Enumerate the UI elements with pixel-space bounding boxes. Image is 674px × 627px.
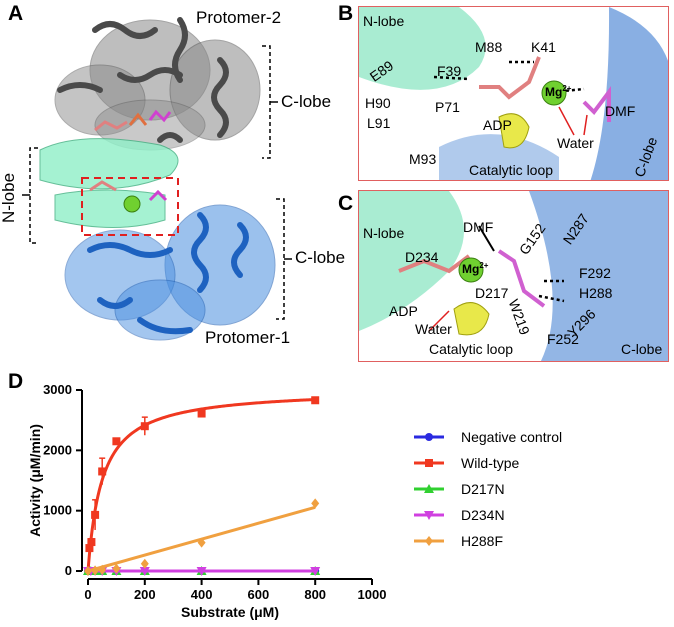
c-label-d217: D217 xyxy=(475,285,509,301)
data-point xyxy=(311,498,320,509)
c-label-dmf: DMF xyxy=(463,219,494,235)
y-tick-label: 3000 xyxy=(43,382,72,397)
chart-axes: 0 200 400 600 800 1000 0 1000 2000 3000 Substrate … xyxy=(27,382,386,620)
legend-marker xyxy=(425,536,433,546)
legend-label: D217N xyxy=(461,481,505,497)
data-point xyxy=(197,537,206,548)
protein-structure-a xyxy=(22,17,292,341)
b-label-catalytic-loop: Catalytic loop xyxy=(469,162,554,178)
data-point xyxy=(98,564,107,575)
legend-marker xyxy=(424,484,434,493)
legend-marker xyxy=(425,459,433,467)
b-label-p71: P71 xyxy=(435,99,460,115)
data-point xyxy=(112,563,121,574)
data-point xyxy=(87,538,96,547)
x-tick-label: 800 xyxy=(304,587,326,602)
fit-line xyxy=(86,398,316,572)
label-protomer-2: Protomer-2 xyxy=(196,8,282,27)
x-tick-label: 400 xyxy=(191,587,213,602)
b-label-k41: K41 xyxy=(531,39,556,55)
panel-letter-d: D xyxy=(8,370,24,393)
activity-chart: 0 200 400 600 800 1000 0 1000 2000 3000 Substrate … xyxy=(27,382,562,620)
data-point xyxy=(85,544,94,553)
c-label-c-lobe: C-lobe xyxy=(621,341,663,357)
c-label-adp: ADP xyxy=(389,303,418,319)
y-tick-label: 2000 xyxy=(43,442,72,457)
x-tick-label: 600 xyxy=(248,587,270,602)
c-label-d234: D234 xyxy=(405,249,439,265)
b-label-adp: ADP xyxy=(483,117,512,133)
x-tick-label: 0 xyxy=(84,587,91,602)
data-point xyxy=(140,558,149,569)
chart-marks xyxy=(83,396,321,576)
b-label-dmf: DMF xyxy=(605,103,636,119)
panel-letter-a: A xyxy=(8,2,24,25)
b-label-m93: M93 xyxy=(409,151,437,167)
data-point xyxy=(311,396,320,405)
data-point xyxy=(197,409,206,418)
label-n-lobe-a: N-lobe xyxy=(0,172,19,224)
c-label-n-lobe: N-lobe xyxy=(363,225,405,241)
legend-label: Wild-type xyxy=(461,455,520,471)
b-label-h90: H90 xyxy=(365,95,391,111)
data-point xyxy=(310,567,321,576)
x-axis-label: Substrate (μM) xyxy=(181,604,279,620)
y-tick-label: 0 xyxy=(65,563,72,578)
c-label-catalytic-loop: Catalytic loop xyxy=(429,341,514,357)
chart-legend: Negative control Wild-type D217N D234N H288F xyxy=(414,429,562,549)
c-label-f252: F252 xyxy=(547,331,579,347)
c-label-water: Water xyxy=(415,321,452,337)
data-point xyxy=(98,467,107,476)
c-label-h288: H288 xyxy=(579,285,613,301)
legend-marker xyxy=(425,433,433,441)
panel-letter-c: C xyxy=(338,192,354,215)
c-label-mg: Mg2+ xyxy=(462,261,489,276)
b-label-f39: F39 xyxy=(437,63,462,79)
x-tick-label: 200 xyxy=(134,587,156,602)
label-protomer-1: Protomer-1 xyxy=(205,328,291,347)
data-point xyxy=(140,422,149,431)
panel-b-box: N-lobe M88 K41 E89 F39 H90 P71 L91 ADP M… xyxy=(358,6,669,181)
b-label-n-lobe: N-lobe xyxy=(363,13,405,29)
label-c-lobe-bottom: C-lobe xyxy=(295,248,346,267)
b-label-mg: Mg2+ xyxy=(545,84,572,99)
data-point xyxy=(84,566,92,576)
panel-c-box: N-lobe DMF G152 N287 D234 F292 H288 D217… xyxy=(358,190,669,362)
legend-marker xyxy=(424,511,434,520)
x-tick-label: 1000 xyxy=(358,587,387,602)
data-point xyxy=(139,567,150,576)
label-c-lobe-top: C-lobe xyxy=(281,92,332,111)
mg-ion-a xyxy=(123,195,141,213)
series-h288f xyxy=(84,498,320,576)
panel-letter-b: B xyxy=(338,2,354,25)
data-point xyxy=(91,510,100,519)
y-tick-label: 1000 xyxy=(43,503,72,518)
data-point xyxy=(196,567,207,576)
legend-label: Negative control xyxy=(461,429,562,445)
c-label-f292: F292 xyxy=(579,265,611,281)
data-point xyxy=(112,437,121,446)
b-label-m88: M88 xyxy=(475,39,503,55)
legend-label: H288F xyxy=(461,533,503,549)
b-label-water: Water xyxy=(557,135,594,151)
data-point xyxy=(91,565,100,576)
zoom-region-box xyxy=(81,177,179,236)
y-axis-label: Activity (μM/min) xyxy=(27,424,43,537)
series-wild-type xyxy=(85,396,320,572)
b-label-l91: L91 xyxy=(367,115,391,131)
legend-label: D234N xyxy=(461,507,505,523)
